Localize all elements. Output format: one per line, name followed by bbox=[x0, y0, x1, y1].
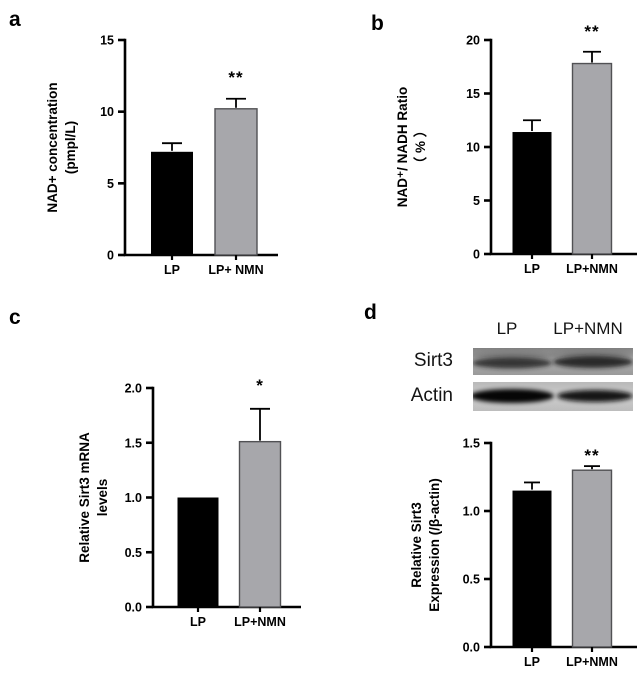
chart-panel-d: 0.0 0.5 1.0 1.5 Relative Sirt3 Expression (/β… bbox=[409, 437, 637, 669]
bar-LP bbox=[151, 151, 193, 255]
blot-strip-actin-bands bbox=[473, 389, 633, 403]
x-category-label: LP+NMN bbox=[566, 262, 618, 276]
y-tick-label: 20 bbox=[466, 34, 480, 48]
y-tick-label: 15 bbox=[466, 87, 480, 101]
x-category-label: LP bbox=[524, 655, 540, 669]
x-category-label: LP+NMN bbox=[566, 655, 618, 669]
significance-marker: ** bbox=[584, 446, 599, 465]
y-axis-title-line: NAD⁺/ NADH Ratio bbox=[395, 87, 410, 207]
x-category-label: LP bbox=[190, 615, 206, 629]
panel-label-b: b bbox=[371, 12, 384, 35]
blot-column-header-lp-nmn: LP+NMN bbox=[553, 319, 623, 338]
blot-column-header-lp: LP bbox=[496, 319, 518, 338]
western-blot-graphic bbox=[473, 348, 633, 411]
y-axis-title-line: Relative Sirt3 mRNA bbox=[77, 432, 92, 563]
significance-marker: ** bbox=[584, 22, 599, 41]
chart-panel-c: 0.0 0.5 1.0 1.5 2.0 Relative Sirt3 mRNA levels… bbox=[77, 376, 301, 629]
bar-LP bbox=[512, 132, 552, 254]
y-tick-label: 10 bbox=[466, 141, 480, 155]
y-axis-title-line: Relative Sirt3 bbox=[409, 502, 424, 588]
chart-panel-b: 0 5 10 15 20 NAD⁺/ NADH Ratio （ % ） LP LP+NMN ** bbox=[395, 22, 637, 276]
blot-band-actin-lp bbox=[473, 389, 554, 403]
bar-LP+NMN bbox=[571, 62, 613, 255]
panel-label-c: c bbox=[9, 306, 21, 329]
y-axis-title-line: Expression (/β-actin) bbox=[427, 478, 442, 612]
y-tick-label: 1.5 bbox=[125, 436, 142, 450]
y-tick-label: 0.0 bbox=[125, 601, 142, 615]
y-tick-label: 0 bbox=[107, 249, 114, 263]
x-category-label: LP+NMN bbox=[234, 615, 286, 629]
y-tick-label: 0 bbox=[473, 248, 480, 262]
bar-LP+NMN bbox=[571, 469, 613, 648]
blot-band-sirt3-nmn bbox=[553, 356, 633, 368]
y-tick-label: 0.5 bbox=[125, 546, 142, 560]
y-tick-label: 5 bbox=[107, 177, 114, 191]
blot-row-label-sirt3: Sirt3 bbox=[413, 350, 453, 371]
blot-strip-sirt3-bands bbox=[473, 350, 633, 369]
y-tick-label: 1.0 bbox=[463, 505, 480, 519]
panel-label-a: a bbox=[9, 8, 21, 31]
y-tick-label: 1.5 bbox=[463, 437, 480, 451]
blot-band-actin-nmn bbox=[557, 390, 633, 402]
x-category-label: LP+ NMN bbox=[208, 263, 263, 277]
x-category-label: LP bbox=[524, 262, 540, 276]
y-axis-title-line: (pmpl/L) bbox=[63, 121, 78, 174]
bar-LP bbox=[177, 497, 219, 607]
bar-LP bbox=[512, 490, 552, 647]
y-tick-label: 0.0 bbox=[463, 641, 480, 655]
blot-row-label-actin: Actin bbox=[410, 385, 453, 406]
x-category-label: LP bbox=[164, 263, 180, 277]
y-tick-label: 1.0 bbox=[125, 491, 142, 505]
significance-marker: * bbox=[256, 376, 264, 395]
y-tick-label: 0.5 bbox=[463, 573, 480, 587]
significance-marker: ** bbox=[228, 68, 243, 87]
y-axis-title-line: （ % ） bbox=[413, 124, 428, 171]
y-tick-label: 5 bbox=[473, 194, 480, 208]
y-tick-label: 2.0 bbox=[125, 382, 142, 396]
bar-LP+NMN bbox=[238, 440, 282, 608]
panel-label-d: d bbox=[364, 301, 377, 324]
y-tick-label: 10 bbox=[100, 105, 114, 119]
bar-LP+NMN bbox=[214, 108, 258, 256]
blot-band-sirt3-lp bbox=[473, 357, 552, 369]
y-axis-title-line: NAD+ concentration bbox=[45, 82, 60, 212]
y-tick-label: 15 bbox=[100, 34, 114, 48]
y-axis-title-line: levels bbox=[95, 479, 110, 517]
chart-panel-a: 0 5 10 15 NAD+ concentration (pmpl/L) LP LP+ NM… bbox=[45, 34, 278, 277]
